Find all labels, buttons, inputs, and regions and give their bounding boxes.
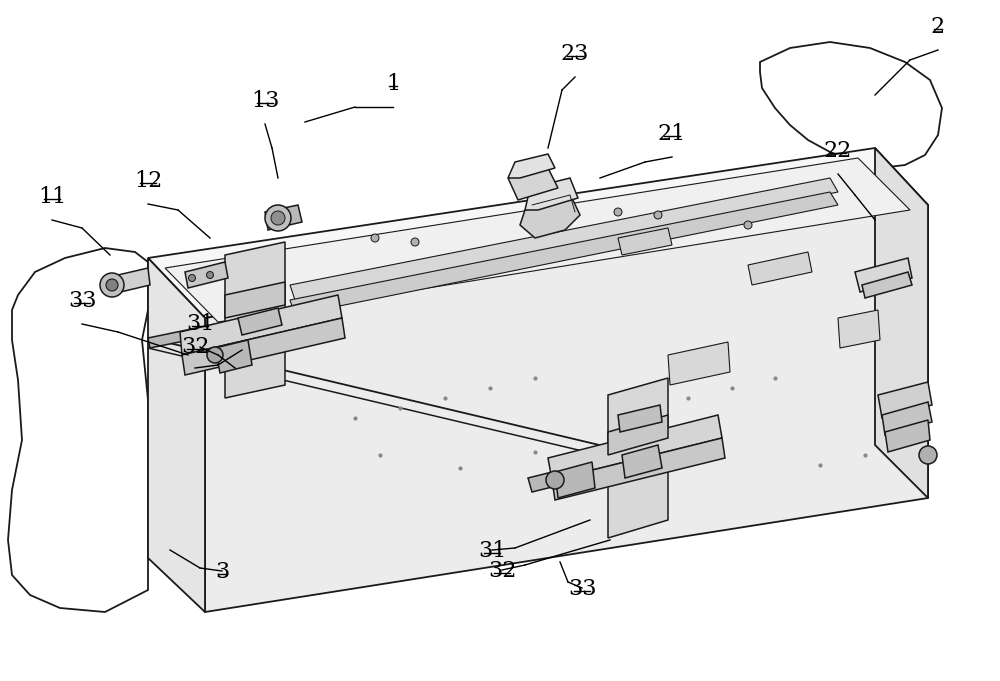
Circle shape bbox=[919, 446, 937, 464]
Polygon shape bbox=[182, 318, 345, 375]
Polygon shape bbox=[668, 342, 730, 385]
Polygon shape bbox=[885, 420, 930, 452]
Text: 11: 11 bbox=[38, 186, 66, 208]
Circle shape bbox=[371, 234, 379, 242]
Polygon shape bbox=[528, 458, 612, 492]
Polygon shape bbox=[548, 415, 722, 480]
Circle shape bbox=[100, 273, 124, 297]
Circle shape bbox=[207, 272, 214, 279]
Polygon shape bbox=[8, 248, 148, 612]
Polygon shape bbox=[225, 282, 285, 318]
Polygon shape bbox=[205, 205, 928, 612]
Text: 13: 13 bbox=[251, 90, 279, 112]
Polygon shape bbox=[225, 242, 285, 398]
Text: 23: 23 bbox=[561, 43, 589, 65]
Circle shape bbox=[546, 471, 564, 489]
Circle shape bbox=[271, 211, 285, 225]
Text: 3: 3 bbox=[215, 561, 229, 583]
Polygon shape bbox=[105, 268, 150, 295]
Text: 22: 22 bbox=[824, 140, 852, 162]
Circle shape bbox=[411, 238, 419, 246]
Circle shape bbox=[106, 279, 118, 291]
Polygon shape bbox=[215, 340, 252, 373]
Polygon shape bbox=[525, 178, 578, 210]
Text: 33: 33 bbox=[568, 578, 596, 600]
Circle shape bbox=[188, 274, 196, 281]
Polygon shape bbox=[552, 438, 725, 500]
Polygon shape bbox=[608, 378, 668, 538]
Polygon shape bbox=[622, 445, 662, 478]
Text: 2: 2 bbox=[931, 16, 945, 38]
Polygon shape bbox=[508, 154, 555, 178]
Polygon shape bbox=[882, 402, 932, 435]
Polygon shape bbox=[760, 42, 942, 168]
Polygon shape bbox=[862, 272, 912, 298]
Polygon shape bbox=[180, 295, 342, 355]
Text: 31: 31 bbox=[186, 313, 214, 335]
Circle shape bbox=[207, 347, 223, 363]
Circle shape bbox=[614, 208, 622, 216]
Circle shape bbox=[744, 221, 752, 229]
Circle shape bbox=[654, 211, 662, 219]
Polygon shape bbox=[855, 258, 912, 292]
Text: 31: 31 bbox=[478, 540, 506, 562]
Polygon shape bbox=[185, 262, 228, 288]
Polygon shape bbox=[290, 192, 838, 315]
Polygon shape bbox=[265, 205, 302, 230]
Polygon shape bbox=[618, 405, 662, 432]
Polygon shape bbox=[148, 258, 205, 612]
Text: 33: 33 bbox=[68, 290, 96, 312]
Polygon shape bbox=[875, 148, 928, 498]
Polygon shape bbox=[165, 158, 910, 322]
Polygon shape bbox=[148, 322, 228, 348]
Text: 12: 12 bbox=[134, 170, 162, 192]
Text: 21: 21 bbox=[658, 123, 686, 145]
Text: 1: 1 bbox=[386, 73, 400, 95]
Polygon shape bbox=[555, 462, 595, 498]
Polygon shape bbox=[148, 148, 928, 318]
Polygon shape bbox=[508, 168, 558, 200]
Polygon shape bbox=[748, 252, 812, 285]
Text: 32: 32 bbox=[488, 560, 516, 582]
Text: 32: 32 bbox=[181, 336, 209, 358]
Polygon shape bbox=[238, 308, 282, 335]
Polygon shape bbox=[838, 310, 880, 348]
Polygon shape bbox=[608, 415, 668, 455]
Polygon shape bbox=[878, 382, 932, 418]
Polygon shape bbox=[618, 228, 672, 255]
Circle shape bbox=[265, 205, 291, 231]
Polygon shape bbox=[290, 178, 838, 300]
Polygon shape bbox=[520, 198, 580, 238]
